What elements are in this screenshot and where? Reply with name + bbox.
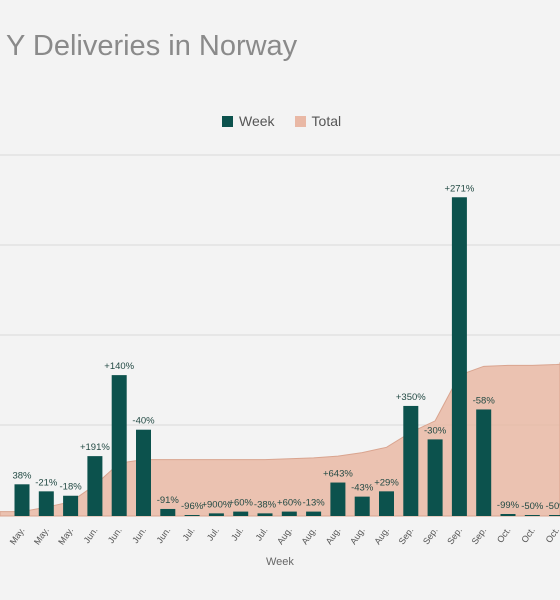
week-bar xyxy=(476,409,492,516)
x-tick-label: May. xyxy=(32,525,51,546)
bar-data-label: +900% xyxy=(201,499,231,510)
x-tick-label: Aug. xyxy=(324,525,343,546)
legend-item-total: Total xyxy=(294,113,342,129)
week-bar xyxy=(451,197,467,516)
x-tick-label: Aug. xyxy=(372,525,391,546)
chart-title: Y Deliveries in Norway xyxy=(6,30,298,62)
bar-data-label: +271% xyxy=(444,183,474,194)
week-bar xyxy=(136,429,151,516)
week-bar xyxy=(330,482,346,516)
bar-data-label: -13% xyxy=(303,498,326,509)
bar-data-label: -30% xyxy=(424,425,447,436)
legend-swatch-total xyxy=(294,115,306,127)
week-bar xyxy=(257,513,273,516)
x-tick-label: Sep. xyxy=(470,525,489,546)
x-tick-label: Jul. xyxy=(229,525,245,542)
x-tick-label: Jun. xyxy=(82,525,100,545)
week-bar xyxy=(549,515,560,516)
week-bar xyxy=(233,511,249,516)
week-bar xyxy=(184,515,200,516)
week-bar xyxy=(354,496,370,516)
x-tick-label: Jul. xyxy=(253,525,269,542)
bar-data-label: +60% xyxy=(228,498,253,509)
x-tick-label: Sep. xyxy=(421,525,440,546)
week-bar xyxy=(63,495,79,516)
x-tick-label: Jun. xyxy=(154,525,172,545)
x-tick-label: May. xyxy=(8,525,27,546)
legend: Week Total xyxy=(222,113,353,129)
bar-data-label: +643% xyxy=(323,469,353,480)
x-tick-label: Sep. xyxy=(445,525,464,546)
week-bar xyxy=(524,515,540,516)
bar-data-label: -58% xyxy=(473,395,496,406)
week-bar xyxy=(87,456,103,516)
bar-data-label: +60% xyxy=(277,498,302,509)
x-axis-label: Week xyxy=(266,556,294,568)
x-tick-label: Aug. xyxy=(275,525,294,546)
week-bar xyxy=(306,511,322,516)
legend-label-total: Total xyxy=(311,113,342,129)
x-tick-label: Oct. xyxy=(495,525,513,544)
legend-label-week: Week xyxy=(239,113,275,129)
bar-data-label: -96% xyxy=(181,501,204,512)
bar-data-label: -91% xyxy=(157,495,180,506)
total-area xyxy=(0,362,560,517)
week-bar xyxy=(281,511,297,516)
x-tick-label: Aug. xyxy=(348,525,367,546)
x-tick-label: Jul. xyxy=(181,525,197,542)
x-tick-label: Oct. xyxy=(544,525,560,544)
week-bar xyxy=(500,514,516,516)
week-bar xyxy=(403,405,419,516)
bar-data-label: -50% xyxy=(521,501,544,512)
bar-data-label: -38% xyxy=(254,499,277,510)
bar-data-label: 38% xyxy=(12,470,32,481)
week-bar xyxy=(208,513,224,516)
week-bar xyxy=(38,491,54,516)
bar-data-label: +350% xyxy=(396,392,426,403)
bar-data-label: +191% xyxy=(80,442,110,453)
bar-data-label: -99% xyxy=(497,500,520,511)
legend-swatch-week xyxy=(222,115,233,127)
bar-data-label: -40% xyxy=(132,416,155,427)
bar-data-label: -50% xyxy=(546,501,560,512)
week-bar xyxy=(427,439,443,516)
x-tick-label: May. xyxy=(56,525,75,546)
week-bar xyxy=(14,484,30,516)
bar-data-label: -43% xyxy=(351,483,374,494)
bar-data-label: +140% xyxy=(104,361,134,372)
x-tick-label: Jun. xyxy=(106,525,124,545)
week-bar xyxy=(111,375,127,516)
bar-data-label: -21% xyxy=(35,477,58,488)
bar-data-label: -18% xyxy=(60,482,83,493)
week-bar xyxy=(160,508,176,516)
x-tick-label: Sep. xyxy=(397,525,416,546)
week-bar xyxy=(379,491,394,516)
x-tick-label: Jul. xyxy=(205,525,221,542)
bar-data-label: +29% xyxy=(374,477,399,488)
x-tick-label: Oct. xyxy=(519,525,537,544)
x-tick-label: Aug. xyxy=(299,525,318,546)
x-tick-label: Jun. xyxy=(130,525,148,545)
legend-item-week: Week xyxy=(222,113,275,129)
